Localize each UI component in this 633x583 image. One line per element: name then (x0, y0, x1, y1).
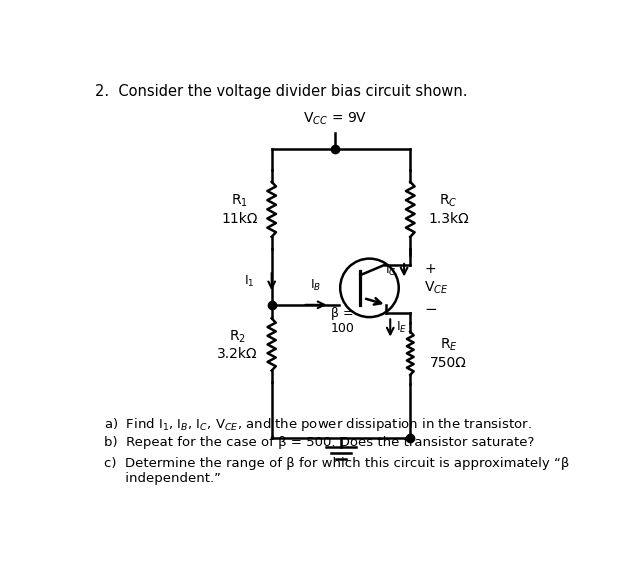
Text: c)  Determine the range of β for which this circuit is approximately “β: c) Determine the range of β for which th… (104, 456, 569, 469)
Text: I$_B$: I$_B$ (310, 278, 322, 293)
Text: I$_1$: I$_1$ (244, 274, 254, 289)
Text: R$_1$
11kΩ: R$_1$ 11kΩ (221, 193, 258, 226)
Text: b)  Repeat for the case of β = 500. Does the transistor saturate?: b) Repeat for the case of β = 500. Does … (104, 437, 534, 449)
Text: R$_E$
750Ω: R$_E$ 750Ω (430, 337, 467, 370)
Text: 2.  Consider the voltage divider bias circuit shown.: 2. Consider the voltage divider bias cir… (94, 84, 467, 99)
Text: β =
100: β = 100 (330, 307, 354, 335)
Text: independent.”: independent.” (104, 472, 221, 485)
Text: I$_C$: I$_C$ (384, 262, 396, 278)
Text: R$_C$
1.3kΩ: R$_C$ 1.3kΩ (429, 193, 469, 226)
Text: V$_{CE}$: V$_{CE}$ (424, 280, 449, 296)
Text: a)  Find I$_1$, I$_B$, I$_C$, V$_{CE}$, and the power dissipation in the transis: a) Find I$_1$, I$_B$, I$_C$, V$_{CE}$, a… (104, 416, 532, 433)
Text: −: − (424, 302, 437, 317)
Text: +: + (424, 262, 436, 276)
Text: I$_E$: I$_E$ (396, 321, 408, 335)
Text: V$_{CC}$ = 9V: V$_{CC}$ = 9V (303, 111, 367, 127)
Text: R$_2$
3.2kΩ: R$_2$ 3.2kΩ (216, 328, 258, 361)
